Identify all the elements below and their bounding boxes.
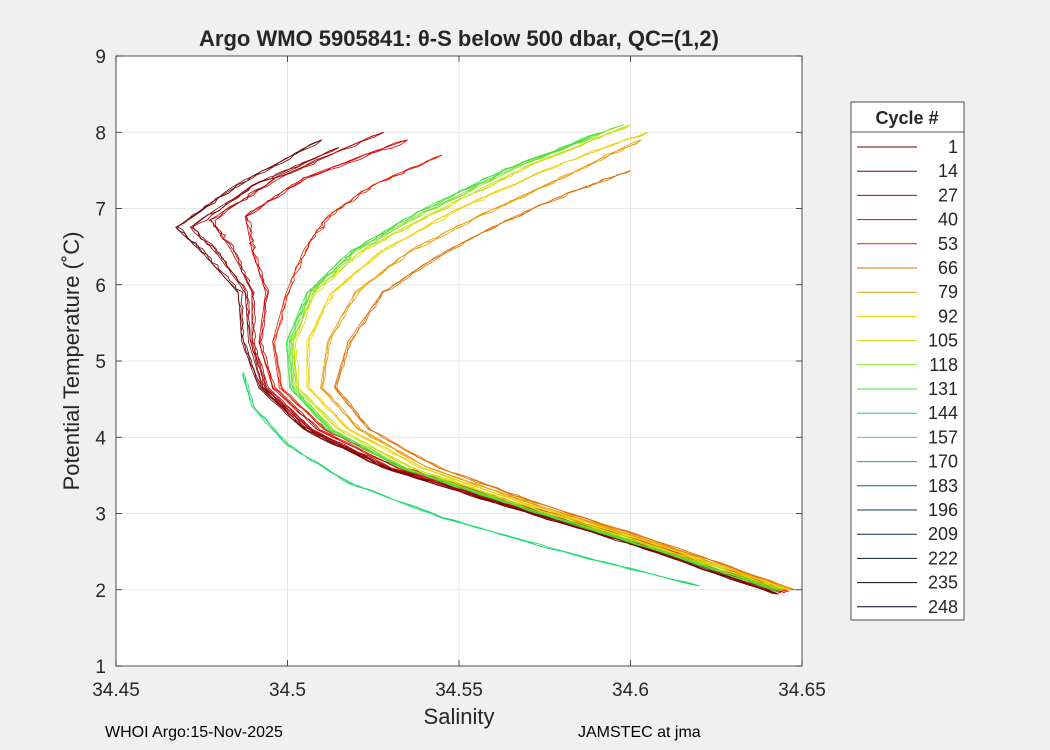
y-tick-label: 5	[95, 352, 106, 373]
legend-box	[850, 101, 965, 621]
y-tick-label: 7	[95, 200, 106, 221]
legend-label-183: 183	[928, 476, 958, 496]
legend-label-27: 27	[938, 185, 958, 205]
footer-source: WHOI Argo:15-Nov-2025	[105, 724, 283, 741]
series-line-79	[322, 139, 794, 591]
series-line-53	[272, 154, 789, 592]
legend-label-66: 66	[938, 258, 958, 278]
legend-label-196: 196	[928, 500, 958, 520]
legend-label-79: 79	[938, 282, 958, 302]
chart-title: Argo WMO 5905841: θ-S below 500 dbar, QC…	[199, 26, 719, 51]
legend-label-248: 248	[928, 597, 958, 617]
legend-title: Cycle #	[875, 108, 938, 128]
legend-label-170: 170	[928, 452, 958, 472]
legend: Cycle # 1 14 27 40 53 66 79 92 105 118 131 144 157 17…	[850, 101, 965, 621]
y-tick-label: 3	[95, 505, 106, 526]
legend-label-235: 235	[928, 573, 958, 593]
y-tick-label: 6	[95, 276, 106, 297]
axis-ticks: 34.45 34.5 34.55 34.6 34.65 1 2 3 4 5 6 7 8 9	[92, 47, 826, 701]
legend-label-53: 53	[938, 234, 958, 254]
legend-label-144: 144	[928, 403, 958, 423]
series-line-131	[288, 131, 779, 592]
legend-label-105: 105	[928, 331, 958, 351]
x-tick-label: 34.55	[435, 680, 483, 701]
series-line-14	[192, 147, 779, 595]
series-line-92	[308, 131, 791, 590]
x-tick-label: 34.45	[92, 680, 140, 701]
series-line-40	[245, 139, 786, 592]
x-tick-label: 34.5	[269, 680, 306, 701]
series-line-14	[191, 147, 780, 595]
legend-label-1: 1	[948, 137, 958, 157]
legend-label-14: 14	[938, 161, 958, 181]
series-line-105	[294, 124, 787, 590]
x-tick-label: 34.6	[612, 680, 649, 701]
y-tick-label: 2	[95, 581, 106, 602]
y-tick-label: 4	[95, 428, 106, 449]
footer-credit: JAMSTEC at jma	[578, 724, 701, 741]
series-line-131	[285, 131, 777, 592]
y-axis-label: Potential Temperature (˚C)	[59, 232, 84, 491]
series-line-105	[292, 124, 784, 591]
series-line-27	[208, 131, 782, 594]
y-tick-label: 8	[95, 123, 106, 144]
legend-label-40: 40	[938, 210, 958, 230]
y-tick-label: 1	[95, 657, 106, 678]
legend-label-92: 92	[938, 306, 958, 326]
legend-label-131: 131	[928, 379, 958, 399]
legend-label-118: 118	[929, 355, 958, 375]
series-line-131	[286, 131, 778, 592]
legend-entries: 1 14 27 40 53 66 79 92 105 118 131 144 157 170 183 196 2…	[857, 137, 958, 617]
legend-label-209: 209	[928, 524, 958, 544]
x-axis-label: Salinity	[424, 704, 495, 729]
x-tick-label: 34.65	[778, 680, 826, 701]
legend-label-157: 157	[928, 427, 958, 447]
y-tick-label: 9	[95, 47, 106, 68]
series-line-144	[242, 372, 701, 587]
legend-label-222: 222	[928, 548, 958, 568]
series-line-66	[336, 170, 797, 591]
series-line-1	[177, 139, 776, 594]
data-lines	[175, 124, 797, 595]
